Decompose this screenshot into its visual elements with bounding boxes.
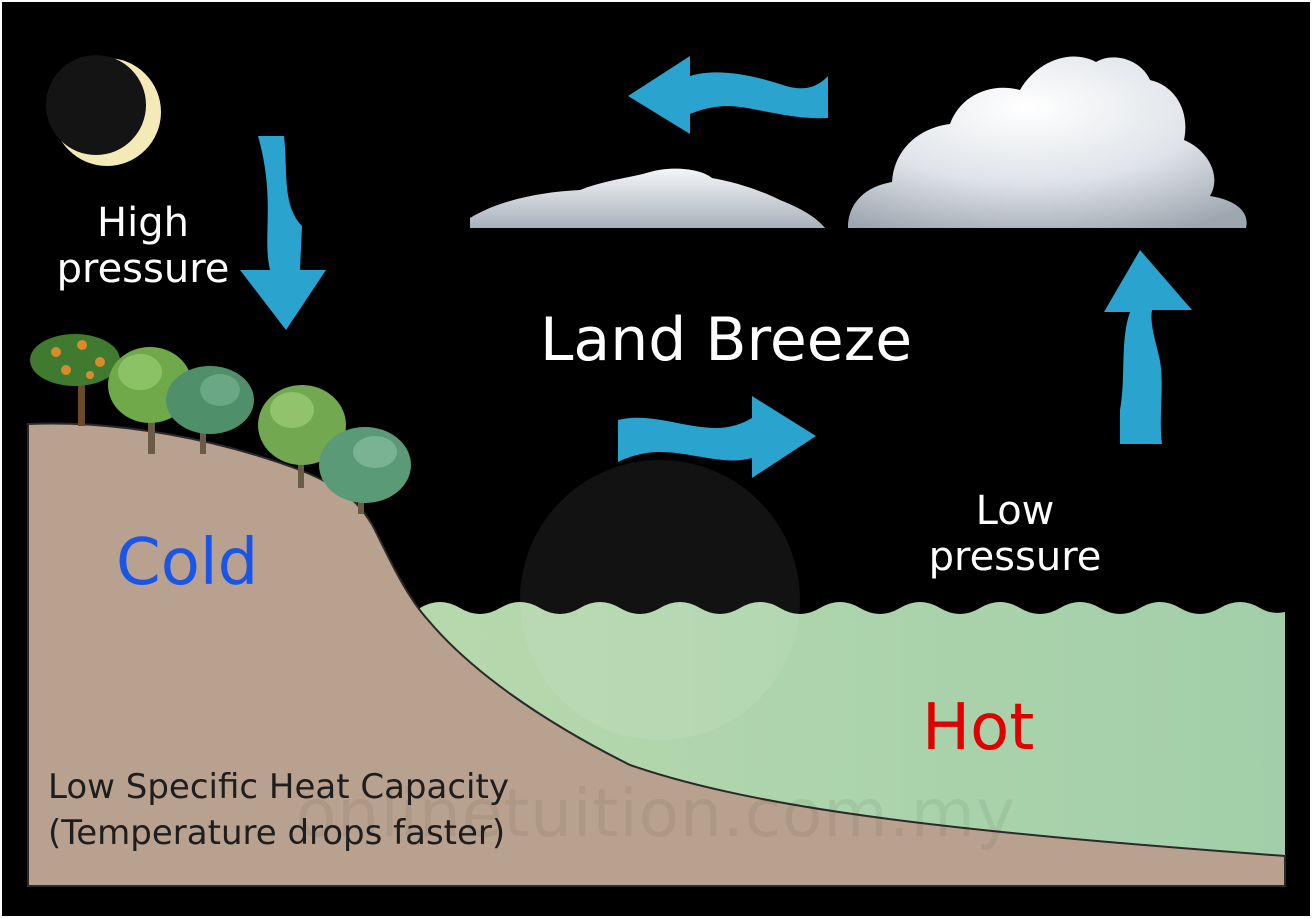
cloud-icon xyxy=(470,168,825,228)
high-pressure-label: High pressure xyxy=(48,200,238,292)
tree-icon xyxy=(319,427,411,514)
tree-icon xyxy=(30,334,120,426)
arrow-down-icon xyxy=(240,136,326,330)
low-pressure-label: Low pressure xyxy=(910,488,1120,580)
cloud-icon xyxy=(848,56,1247,229)
high-pressure-label-line-2: pressure xyxy=(56,246,230,292)
watermark-text: onlinetuition.com.my xyxy=(296,775,1017,852)
arrow-up-icon xyxy=(1104,250,1192,444)
diagram-title: Land Breeze xyxy=(540,305,913,375)
arrow-right-icon xyxy=(618,396,816,478)
land-caption-line-1: Low Specific Heat Capacity xyxy=(48,767,509,807)
sea-temperature-label: Hot xyxy=(922,691,1035,765)
land-caption-line-2: (Temperature drops faster) xyxy=(48,813,506,854)
land-caption: Low Specific Heat Capacity (Temperature … xyxy=(48,764,509,856)
high-pressure-label-line-1: High xyxy=(97,200,189,246)
land xyxy=(27,422,1286,887)
watermark-logo xyxy=(520,460,800,740)
land-temperature-label: Cold xyxy=(116,526,259,600)
tree-icon xyxy=(258,385,346,488)
moon-icon xyxy=(46,55,161,166)
low-pressure-label-line-2: pressure xyxy=(928,534,1102,580)
low-pressure-label-line-1: Low xyxy=(975,488,1055,534)
arrow-left-icon xyxy=(628,56,828,134)
tree-icon xyxy=(166,366,254,454)
